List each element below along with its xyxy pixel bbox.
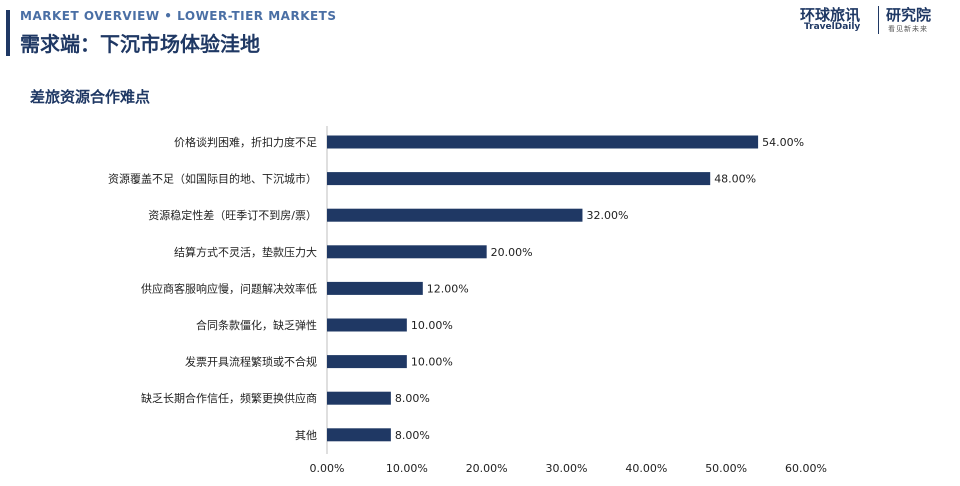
bar (327, 245, 487, 259)
data-label: 10.00% (411, 319, 453, 332)
logo-brand-cn: 环球旅讯 (800, 6, 861, 24)
chart-title: 差旅资源合作难点 (30, 88, 151, 106)
category-label: 供应商客服响应慢，问题解决效率低 (141, 281, 317, 295)
x-tick-label: 0.00% (310, 462, 345, 475)
category-label: 其他 (295, 429, 317, 442)
x-tick-label: 40.00% (625, 462, 667, 475)
header-accent-bar (6, 10, 10, 56)
data-label: 8.00% (395, 392, 430, 405)
travel-daily-logo: 环球旅讯 TravelDaily 研究院 看见新未来 (800, 4, 940, 38)
section-overview-label: MARKET OVERVIEW • LOWER-TIER MARKETS (20, 9, 337, 23)
data-label: 54.00% (762, 136, 804, 149)
logo-tagline: 看见新未来 (888, 25, 928, 33)
x-tick-label: 20.00% (466, 462, 508, 475)
bar (327, 208, 583, 222)
x-tick-label: 10.00% (386, 462, 428, 475)
logo-institute: 研究院 (886, 6, 932, 24)
x-tick-label: 30.00% (546, 462, 588, 475)
category-label: 发票开具流程繁琐或不合规 (185, 355, 317, 369)
data-label: 32.00% (586, 209, 628, 222)
category-label: 资源稳定性差（旺季订不到房/票） (148, 208, 317, 222)
data-label: 12.00% (427, 282, 469, 295)
data-label: 48.00% (714, 173, 756, 186)
bar (327, 281, 423, 295)
page-title: 需求端：下沉市场体验洼地 (20, 32, 260, 56)
data-label: 20.00% (491, 246, 533, 259)
bar (327, 172, 711, 186)
logo-divider (878, 6, 879, 34)
bar (327, 135, 759, 149)
category-label: 缺乏长期合作信任，频繁更换供应商 (141, 391, 317, 405)
bar (327, 428, 391, 442)
x-tick-label: 50.00% (705, 462, 747, 475)
bar (327, 318, 407, 332)
data-label: 8.00% (395, 429, 430, 442)
category-label: 结算方式不灵活，垫款压力大 (174, 245, 317, 259)
category-label: 资源覆盖不足（如国际目的地、下沉城市） (108, 172, 317, 186)
category-label: 合同条款僵化，缺乏弹性 (196, 318, 317, 332)
bar (327, 355, 407, 369)
data-label: 10.00% (411, 356, 453, 369)
category-label: 价格谈判困难，折扣力度不足 (174, 135, 317, 149)
x-tick-label: 60.00% (785, 462, 827, 475)
bar (327, 391, 391, 405)
logo-brand-en: TravelDaily (804, 22, 861, 32)
